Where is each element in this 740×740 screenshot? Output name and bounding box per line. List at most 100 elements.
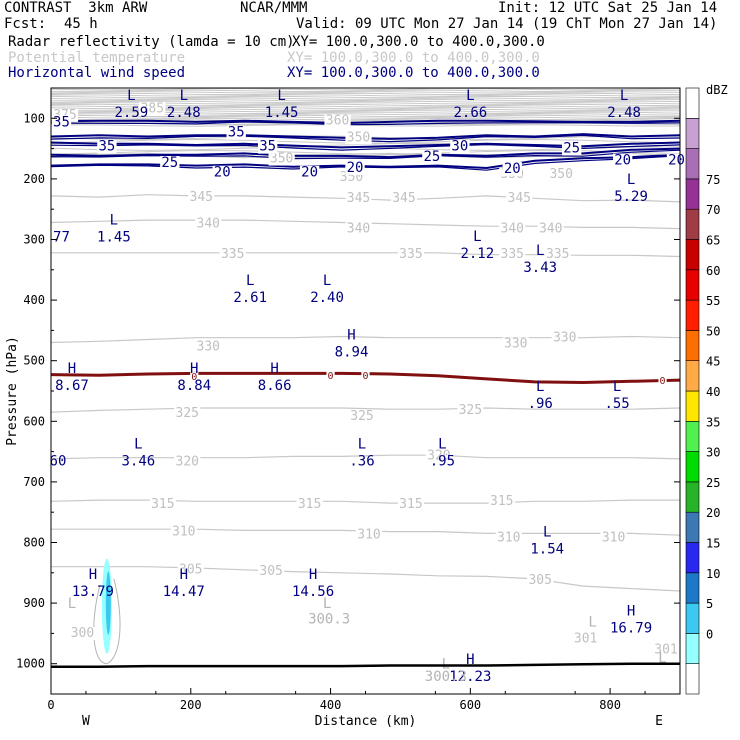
colorbar-swatch	[685, 208, 700, 240]
theta-label-305: 305	[179, 563, 202, 578]
extremum-l: L	[466, 88, 474, 104]
extremum-l: L	[536, 243, 544, 259]
extremum-value: .95	[430, 454, 455, 470]
theta-label-325-bg	[174, 407, 201, 421]
theta-label-340-bg	[499, 222, 526, 236]
colorbar-swatch	[685, 390, 700, 422]
init-time: Init: 12 UTC Sat 25 Jan 14	[498, 0, 718, 16]
extremum-h: H	[309, 567, 317, 583]
colorbar-level: 45	[706, 355, 720, 369]
theta-label-345: 345	[392, 191, 415, 206]
colorbar-swatch	[685, 663, 700, 695]
theta-label-310-bg	[495, 531, 522, 545]
wind-label-30-bg	[450, 139, 470, 154]
theta-label-315: 315	[151, 497, 174, 512]
extremum-value: 3.46	[122, 454, 156, 470]
colorbar-level: 75	[706, 173, 720, 187]
theta-label-320: 320	[176, 455, 199, 470]
zero-label-bg	[658, 376, 667, 387]
colorbar-level: 50	[706, 324, 720, 338]
theta-min-label: 300.3	[425, 669, 467, 685]
extremum-value: .36	[349, 454, 374, 470]
extremum-value: 2.66	[453, 105, 487, 121]
wind-label-20: 20	[301, 165, 318, 181]
theta-label-301-bg	[572, 632, 599, 646]
extremum-h: H	[89, 567, 97, 583]
wind-label-20: 20	[214, 165, 231, 181]
wind-label-25: 25	[563, 140, 580, 156]
theta-min-label: 300.3	[308, 611, 350, 627]
upper-theta-line	[51, 114, 680, 118]
field-theta-xy: XY= 100.0,300.0 to 400.0,300.0	[287, 50, 540, 66]
theta-label-305: 305	[528, 573, 551, 588]
extremum-value: 13.79	[72, 584, 114, 600]
extremum-l: L	[543, 525, 551, 541]
theta-label-340: 340	[539, 221, 562, 236]
theta-label-305-bg	[527, 573, 554, 587]
colorbar-level: 30	[706, 446, 720, 460]
theta-min-label: L	[68, 596, 76, 612]
fcst-value: 45 h	[64, 16, 98, 32]
colorbar-swatch	[685, 87, 700, 119]
extremum-value: 1.45	[97, 229, 131, 245]
extremum-value: 2.61	[233, 290, 267, 306]
theta-label-345-bg	[345, 191, 372, 205]
theta-label-345-bg	[390, 191, 418, 205]
theta-label-350: 350	[270, 152, 293, 167]
y-tick-label: 100	[23, 111, 45, 125]
theta-label-340: 340	[347, 221, 370, 236]
extremum-h: H	[347, 328, 355, 344]
theta-label-340-bg	[345, 222, 372, 236]
zero-label: 0	[191, 372, 197, 383]
theta-label-335: 335	[221, 247, 244, 262]
reflectivity-cell-inner	[105, 571, 111, 635]
theta-label-310-bg	[355, 528, 383, 542]
zero-label: 0	[362, 371, 368, 382]
wind-contour-35	[51, 119, 680, 125]
extremum-h: H	[68, 361, 76, 377]
wind-label-25: 25	[161, 155, 178, 171]
theta-contour-330	[51, 335, 680, 344]
theta-label-385-bg	[139, 102, 166, 116]
theta-label-325-bg	[348, 410, 376, 424]
theta-label-345: 345	[347, 191, 370, 206]
extremum-value: 3.43	[523, 260, 557, 276]
extremum-l: L	[134, 437, 142, 453]
colorbar-level: 25	[706, 476, 720, 490]
wind-label-25-bg	[422, 149, 442, 164]
extremum-value: 2.48	[607, 105, 641, 121]
theta-label-305: 305	[259, 564, 282, 579]
zero-label-bg	[326, 371, 335, 382]
theta-label-315-bg	[296, 497, 323, 511]
theta-label-325-bg	[457, 404, 484, 418]
y-tick-label: 700	[23, 475, 45, 489]
wind-label-30: 30	[451, 139, 468, 155]
theta-label-310-bg	[170, 525, 197, 539]
theta-contour-305	[51, 566, 680, 592]
fcst-label: Fcst:	[4, 16, 47, 32]
theta-label-335-bg	[219, 247, 246, 261]
y-tick-label: 500	[23, 354, 45, 368]
theta-label-335-bg	[499, 247, 526, 261]
theta-label-335: 335	[546, 247, 569, 262]
y-tick-label: 600	[23, 414, 45, 428]
theta-label-335-bg	[544, 247, 571, 261]
colorbar-level: 10	[706, 567, 720, 581]
x-tick-label: 800	[599, 698, 621, 712]
extremum-h: H	[180, 567, 188, 583]
colorbar-swatch	[685, 360, 700, 392]
wind-label-35-bg	[257, 139, 278, 154]
field-reflectivity-xy: XY= 100.0,300.0 to 400.0,300.0	[292, 34, 545, 50]
theta-label-335-bg	[397, 247, 425, 261]
west-label: W	[82, 714, 90, 729]
theta-label-350: 350	[347, 130, 370, 145]
theta-label-320: 320	[427, 449, 450, 464]
upper-theta-line	[51, 91, 680, 94]
extremum-l: L	[277, 88, 285, 104]
theta-label-310: 310	[172, 524, 195, 539]
field-wind-xy: XY= 100.0,300.0 to 400.0,300.0	[287, 65, 540, 81]
wind-label-25-bg	[561, 141, 582, 156]
colorbar-title: dBZ	[706, 83, 728, 97]
colorbar-swatch	[685, 299, 700, 331]
extremum-l: L	[613, 379, 621, 395]
